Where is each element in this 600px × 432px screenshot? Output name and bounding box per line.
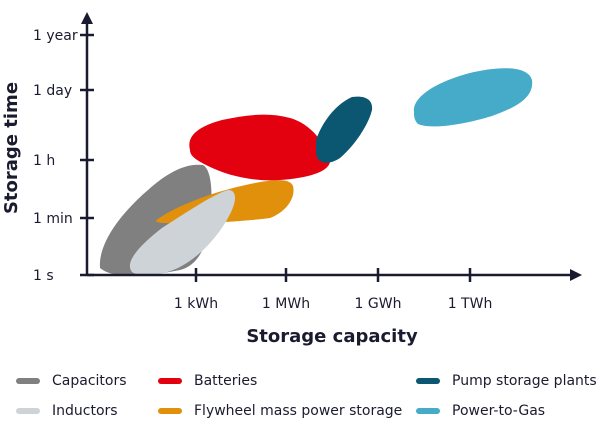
legend-label-inductors: Inductors: [52, 403, 118, 419]
legend-swatch-flywheel: [158, 408, 182, 414]
x-tick-label-1mwh: 1 MWh: [262, 296, 310, 312]
legend-item-inductors: Inductors: [16, 400, 118, 422]
legend-item-flywheel: Flywheel mass power storage: [158, 400, 402, 422]
legend-swatch-inductors: [16, 408, 40, 414]
y-tick-label-1h: 1 h: [33, 153, 55, 169]
legend-item-capacitors: Capacitors: [16, 370, 127, 392]
y-tick-label-1s: 1 s: [33, 268, 54, 284]
y-tick-label-1day: 1 day: [33, 83, 72, 99]
legend-swatch-power-to-gas: [416, 408, 440, 414]
legend-item-batteries: Batteries: [158, 370, 257, 392]
legend: Capacitors Batteries Pump storage plants…: [0, 368, 600, 432]
legend-swatch-batteries: [158, 378, 182, 384]
x-axis-arrow: [570, 269, 582, 281]
region-pump-storage: [316, 96, 373, 163]
region-power-to-gas: [413, 68, 533, 127]
y-axis-arrow: [81, 12, 93, 24]
legend-label-batteries: Batteries: [194, 373, 258, 389]
x-axis-title: Storage capacity: [246, 326, 418, 347]
y-tick-label-1min: 1 min: [33, 211, 73, 227]
legend-swatch-pump-storage: [416, 378, 440, 384]
storage-chart: 1 s 1 min 1 h 1 day 1 year 1 kWh 1 MWh 1…: [1, 12, 582, 347]
region-batteries: [189, 114, 330, 181]
region-inductors: [129, 190, 236, 276]
legend-label-power-to-gas: Power-to-Gas: [452, 403, 546, 419]
legend-item-pump-storage: Pump storage plants: [416, 370, 597, 392]
x-tick-label-1kwh: 1 kWh: [174, 296, 218, 312]
legend-label-flywheel: Flywheel mass power storage: [194, 403, 403, 419]
y-axis-title: Storage time: [1, 82, 22, 214]
legend-swatch-capacitors: [16, 378, 40, 384]
legend-label-pump-storage: Pump storage plants: [452, 373, 597, 389]
legend-label-capacitors: Capacitors: [52, 373, 127, 389]
x-tick-label-1twh: 1 TWh: [448, 296, 493, 312]
legend-item-power-to-gas: Power-to-Gas: [416, 400, 545, 422]
x-tick-label-1gwh: 1 GWh: [355, 296, 402, 312]
y-tick-label-1year: 1 year: [33, 28, 78, 44]
